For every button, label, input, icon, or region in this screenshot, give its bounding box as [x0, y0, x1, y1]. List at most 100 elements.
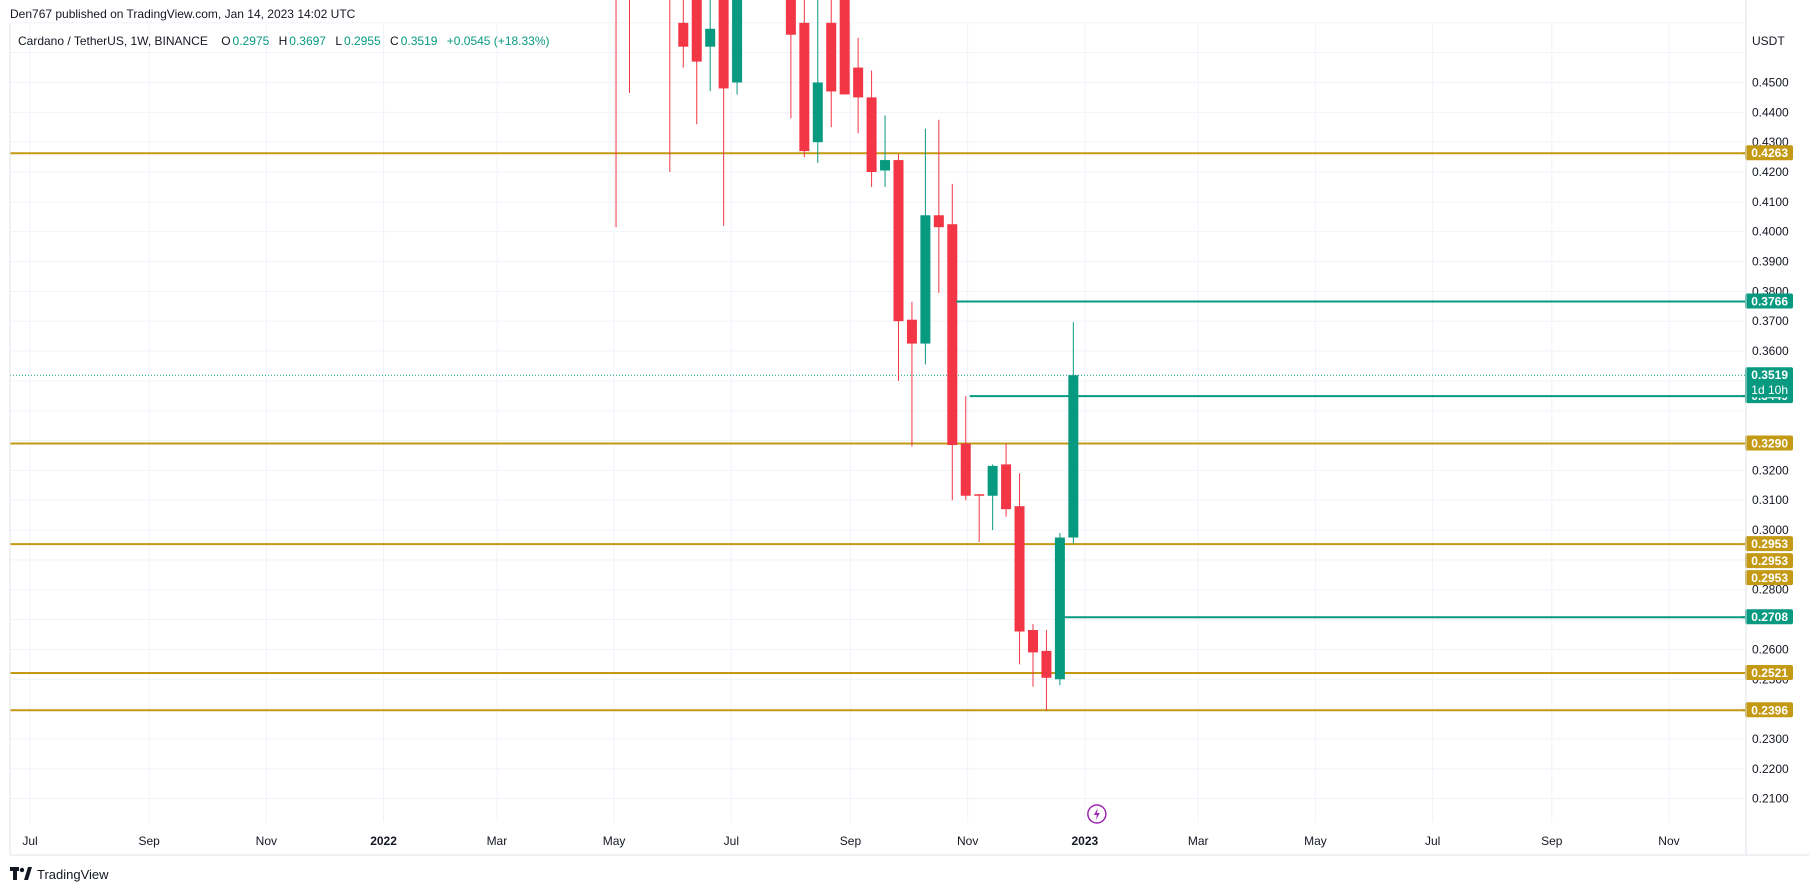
x-tick-label: Sep: [138, 834, 160, 848]
grid: [10, 22, 1746, 822]
price-axis-label: 0.3766: [1751, 294, 1788, 308]
x-tick-label: Sep: [1541, 834, 1563, 848]
x-tick-label: May: [603, 834, 626, 848]
price-axis-label-bg: [1745, 609, 1793, 625]
candle-body: [1027, 630, 1038, 653]
x-tick-label: May: [1304, 834, 1327, 848]
ohlc-high-key: H: [278, 34, 288, 48]
candle-body: [718, 0, 729, 89]
price-axis-countdown: 1d 10h: [1751, 383, 1788, 397]
ohlc-low-value: 0.2955: [344, 34, 381, 48]
ohlc-low-key: L: [335, 34, 342, 48]
candles: [615, 0, 1079, 711]
candle-body: [785, 0, 796, 35]
x-tick-label: 2023: [1072, 834, 1099, 848]
candle-body: [893, 160, 904, 322]
x-tick-label: Jul: [724, 834, 739, 848]
x-tick-label: Mar: [487, 834, 508, 848]
y-tick-label: 0.3600: [1752, 344, 1789, 358]
price-labels: 0.42630.32900.29530.25210.23960.37660.34…: [1742, 145, 1793, 718]
price-axis-label-bg: [1745, 553, 1793, 569]
y-tick-label: 0.3200: [1752, 463, 1789, 477]
price-axis-label-bg: [1745, 702, 1793, 718]
price-axis-label: 0.3519: [1751, 368, 1788, 382]
candle-body: [839, 0, 850, 95]
y-tick-label: 0.2100: [1752, 792, 1789, 806]
price-axis-label: 0.4263: [1751, 146, 1788, 160]
candle-body: [947, 224, 958, 446]
published-caption: Den767 published on TradingView.com, Jan…: [10, 7, 356, 21]
ohlc-close-key: C: [390, 34, 399, 48]
ohlc-legend: Cardano / TetherUS, 1W, BINANCE O 0.2975 …: [18, 34, 556, 48]
x-tick-label: Nov: [1658, 834, 1679, 848]
y-tick-label: 0.2300: [1752, 732, 1789, 746]
price-axis-label: 0.2953: [1751, 537, 1788, 551]
price-axis-label: 0.2396: [1751, 703, 1788, 717]
price-axis-label: 0.2521: [1751, 666, 1788, 680]
flash-glyph: [1093, 808, 1100, 820]
x-tick-label: Jul: [22, 834, 37, 848]
candle-body: [1014, 506, 1025, 632]
y-tick-label: 0.3000: [1752, 523, 1789, 537]
y-tick-label: 0.4500: [1752, 75, 1789, 89]
chart-decor: [9, 0, 1809, 856]
level-lines: [10, 152, 1746, 712]
y-tick-label: 0.4400: [1752, 105, 1789, 119]
tradingview-brand: TradingView: [37, 866, 109, 882]
price-axis-label-bg: [1745, 570, 1793, 586]
candle-body: [933, 215, 944, 228]
candle-body: [920, 215, 931, 344]
y-tick-label: 0.3900: [1752, 255, 1789, 269]
candle-body: [1001, 464, 1012, 510]
price-axis-label: 0.2708: [1751, 610, 1788, 624]
price-axis-label-bg: [1745, 293, 1793, 309]
candle-body: [705, 28, 716, 47]
candle-body: [1054, 537, 1065, 680]
candle-body: [866, 97, 877, 172]
candle-body: [1041, 650, 1052, 678]
currency-label: USDT: [1752, 34, 1785, 48]
candle-body: [853, 67, 864, 98]
candle-body: [812, 82, 823, 143]
y-tick-label: 0.2600: [1752, 642, 1789, 656]
y-tick-label: 0.4100: [1752, 195, 1789, 209]
candle-body: [826, 22, 837, 92]
ray-lines: [956, 300, 1746, 619]
x-tick-label: Sep: [840, 834, 862, 848]
time-axis: Jul Sep Nov 2022 Mar May Jul Sep Nov 2023 Mar May Ju…: [22, 834, 1679, 848]
candle-body: [1068, 375, 1079, 538]
candle-body: [678, 22, 689, 47]
x-tick-label: Nov: [957, 834, 978, 848]
candle-body: [906, 319, 917, 344]
price-axis: 0.45000.44000.43000.42000.41000.40000.39…: [1752, 75, 1789, 805]
ohlc-open-key: O: [221, 34, 231, 48]
tradingview-logo[interactable]: TradingView: [10, 864, 109, 884]
price-axis-label-bg: [1745, 435, 1793, 451]
price-axis-label-bg: [1745, 145, 1793, 161]
candle-body: [960, 443, 971, 496]
ohlc-high-value: 0.3697: [289, 34, 326, 48]
candle-body: [987, 465, 998, 496]
y-tick-label: 0.4000: [1752, 225, 1789, 239]
candle-body: [880, 160, 891, 171]
y-tick-label: 0.3100: [1752, 493, 1789, 507]
candle-body: [799, 22, 810, 152]
y-tick-label: 0.4200: [1752, 165, 1789, 179]
x-tick-label: 2022: [370, 834, 397, 848]
price-axis-label-bg: [1745, 536, 1793, 552]
price-axis-label: 0.2953: [1751, 571, 1788, 585]
tradingview-logo-icon: [10, 867, 32, 881]
price-axis-label: 0.2953: [1751, 554, 1788, 568]
y-tick-label: 0.2800: [1752, 583, 1789, 597]
candle-body: [732, 0, 743, 83]
ohlc-close-value: 0.3519: [400, 34, 438, 48]
x-tick-label: Jul: [1425, 834, 1440, 848]
ohlc-change-value: +0.0545 (+18.33%): [446, 34, 550, 48]
price-axis-label: 0.3290: [1751, 437, 1788, 451]
candle-body: [691, 0, 702, 62]
y-tick-label: 0.3700: [1752, 314, 1789, 328]
y-tick-label: 0.2200: [1752, 762, 1789, 776]
price-axis-label-bg: [1745, 664, 1793, 680]
ohlc-open-value: 0.2975: [232, 34, 270, 48]
